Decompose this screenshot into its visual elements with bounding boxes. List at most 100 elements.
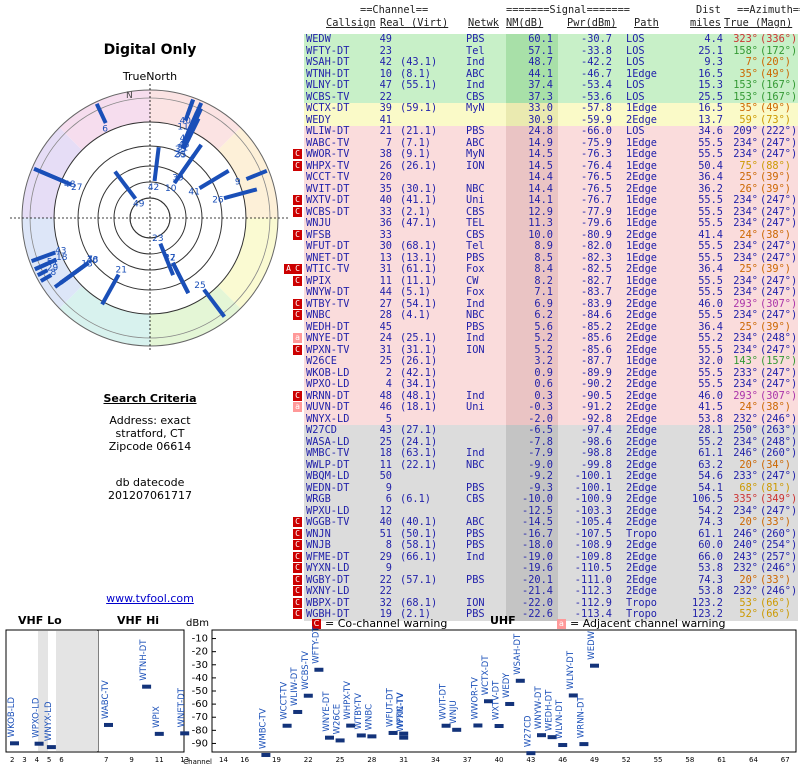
cell-nm: 7.1 — [534, 286, 553, 298]
spectrum-bar-label: WFUT-DT — [386, 687, 396, 727]
cell-tr: 234° — [733, 217, 758, 229]
spectrum-bar-label: WNJU — [449, 700, 459, 724]
real-virt-header: Real (Virt) — [380, 17, 449, 29]
channel-tick-label: 46 — [558, 756, 567, 764]
y-tick-label: -40 — [192, 673, 208, 684]
spectrum-bar-label: WTIC-TV — [396, 692, 406, 728]
spectrum-bar — [261, 752, 271, 757]
cell-mg: (247°) — [760, 470, 798, 482]
cell-call: WEDH-DT — [306, 320, 350, 333]
cell-call: WWOR-TV — [306, 148, 350, 160]
table-row: C WGGB-TV 40 (40.1) ABC -14.5 -105.4 2Edge 74.3 2… — [293, 516, 798, 529]
table-row: WMBC-TV 18 (63.1) Ind -7.9 -98.8 2Edge 61.1 246°… — [304, 447, 798, 460]
cell-mg: (247°) — [760, 309, 798, 321]
station-bar — [223, 187, 258, 201]
cell-tr: 234° — [733, 240, 758, 252]
cell-virt: (61.1) — [400, 263, 438, 275]
spectrum-bar-label: W26CE — [333, 704, 343, 735]
cell-tr: 25° — [739, 263, 758, 275]
nm-cell-shade — [506, 505, 558, 517]
cell-nm: 44.1 — [528, 67, 553, 80]
cell-pwr: -46.7 — [581, 67, 612, 80]
cell-pwr: -105.4 — [574, 516, 612, 528]
channel-group-header: ==Channel== — [360, 4, 429, 16]
cochannel-warning-icon: C — [293, 390, 302, 401]
cell-mg: (39°) — [760, 171, 791, 183]
cell-pwr: -100.1 — [574, 470, 612, 482]
cell-virt: (50.1) — [400, 527, 438, 540]
cell-net: PBS — [466, 573, 485, 586]
cell-nm: -0.3 — [528, 401, 553, 413]
cell-virt: (47.1) — [400, 217, 438, 229]
table-row: C WBPX-DT 32 (68.1) ION -22.0 -112.9 Tropo 123.2… — [293, 596, 798, 609]
cell-virt: (27.1) — [400, 424, 438, 436]
y-tick-label: -70 — [192, 712, 208, 723]
cell-real: 21 — [379, 125, 392, 137]
cell-path: 1Edge — [626, 148, 657, 160]
band-gap — [56, 631, 98, 751]
nm-cell-shade — [506, 379, 558, 391]
cell-pwr: -83.9 — [581, 297, 612, 310]
cell-net: ION — [466, 596, 485, 609]
cell-call: WGGB-TV — [306, 516, 350, 528]
cell-mg: (39°) — [760, 320, 791, 333]
station-label: 25 — [194, 281, 205, 291]
cell-tr: 24° — [739, 401, 758, 413]
cell-tr: 293° — [733, 297, 758, 310]
nm-cell-shade — [506, 275, 558, 287]
channel-tick-label: 2 — [10, 756, 14, 764]
cell-tr: 25° — [739, 320, 758, 333]
cell-real: 7 — [385, 136, 392, 149]
site-link[interactable]: www.tvfool.com — [106, 592, 194, 605]
table-row: WLNY-DT 47 (55.1) Ind 37.4 -53.4 LOS 15.3 153° (1… — [304, 79, 798, 92]
cell-call: WFTY-DT — [306, 44, 350, 57]
cell-pwr: -97.4 — [581, 424, 612, 436]
table-row: C WGBH-DT 19 (2.1) PBS -22.6 -113.4 Tropo 123.2 5… — [293, 608, 798, 621]
cell-pwr: -80.9 — [581, 228, 612, 241]
cell-net: Ind — [466, 389, 485, 402]
spectrum-bar-label: WLVN-DT — [555, 699, 565, 739]
cell-real: 36 — [379, 217, 392, 229]
station-label: 42 — [148, 183, 159, 193]
channel-tick-label: 11 — [155, 756, 164, 764]
cell-dist: 55.5 — [698, 194, 723, 206]
cell-call: WEDW — [306, 33, 331, 45]
cell-virt: (63.1) — [400, 447, 438, 459]
signal-group-header: =======Signal======= — [506, 4, 630, 16]
cell-real: 39 — [379, 102, 392, 114]
channel-tick-label: 43 — [526, 756, 535, 764]
nm-header: NM(dB) — [506, 17, 544, 29]
cochannel-warning-icon: C — [293, 229, 302, 240]
spectrum-bar — [46, 745, 56, 750]
cell-tr: 153° — [733, 90, 758, 103]
cell-mg: (33°) — [760, 516, 791, 528]
cell-pwr: -82.3 — [581, 251, 612, 264]
table-row: WSAH-DT 42 (43.1) Ind 48.7 -42.2 LOS 9.3 7° (20°) — [304, 56, 798, 69]
spectrum-bar — [282, 723, 292, 728]
table-row: WEDW 49 PBS 60.1 -30.7 LOS 4.4 323° (336°) — [304, 33, 798, 46]
cell-mg: (246°) — [760, 562, 798, 574]
station-label: 46 — [180, 134, 192, 144]
cell-path: 2Edge — [626, 424, 657, 436]
spectrum-bar-label: WPIX — [152, 706, 162, 728]
cell-real: 45 — [379, 320, 392, 333]
nm-cell-shade — [506, 310, 558, 322]
nm-cell-shade — [506, 402, 558, 414]
cell-virt: (41.1) — [400, 194, 438, 206]
channel-tick-label: 34 — [431, 756, 440, 764]
station-bar — [100, 273, 121, 306]
page-title: Digital Only — [103, 42, 197, 58]
cell-tr: 233° — [733, 470, 758, 482]
nm-cell-shade — [506, 574, 558, 586]
cell-nm: 60.1 — [528, 33, 553, 45]
cell-call: WTNH-DT — [306, 67, 350, 80]
cell-real: 19 — [379, 608, 392, 620]
cell-tr: 234° — [733, 274, 758, 287]
cell-pwr: -100.1 — [574, 481, 612, 494]
cell-mg: (33°) — [760, 573, 791, 586]
cell-real: 44 — [379, 286, 392, 298]
cell-path: 2Edge — [626, 286, 657, 298]
cell-call: WKOB-LD — [306, 366, 350, 379]
cell-pwr: -59.9 — [581, 113, 612, 126]
cell-net: Uni — [466, 401, 485, 413]
